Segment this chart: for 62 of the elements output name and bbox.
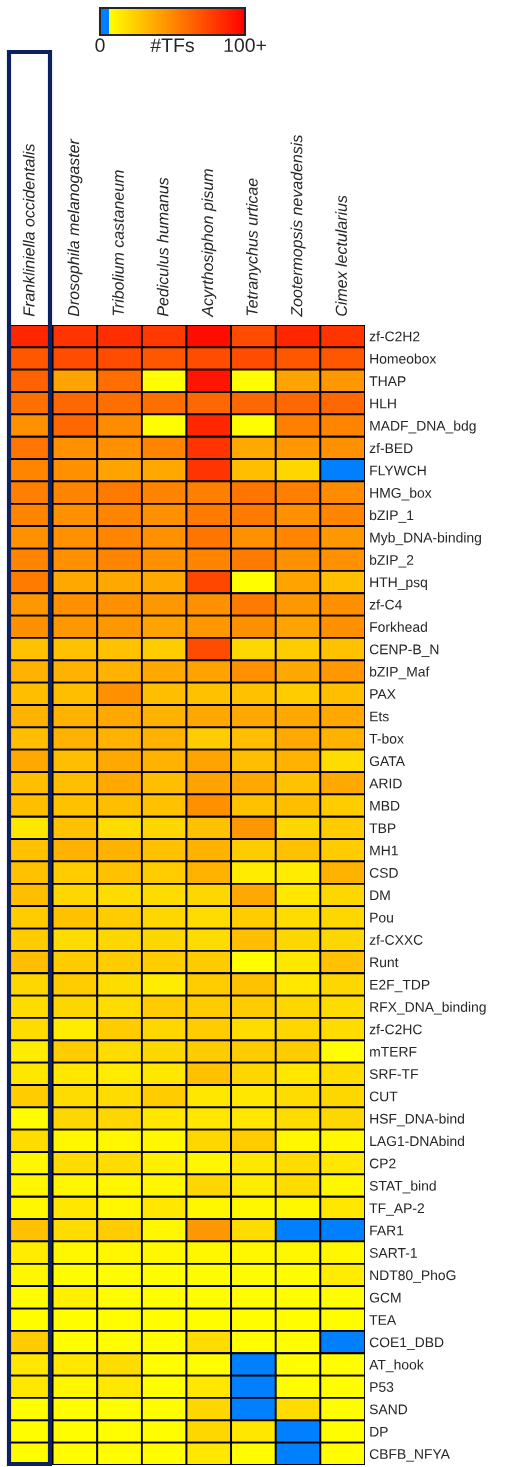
- color-bar-label: 0: [95, 38, 105, 53]
- x-tick-label: Acyrthosiphon pisum: [201, 169, 217, 318]
- y-tick-label: STAT_bind: [369, 1180, 436, 1194]
- color-bar-label: 100+: [224, 38, 266, 53]
- y-tick-label: DP: [370, 1426, 388, 1437]
- y-tick-label: GCM: [369, 1292, 401, 1303]
- y-tick-label: zf-C2H2: [369, 331, 420, 342]
- y-tick-label: bZIP_Maf: [370, 666, 430, 680]
- y-tick-label: Forkhead: [370, 621, 427, 632]
- x-tick-label: Cimex lectularius: [335, 195, 347, 316]
- y-tick-label: Pou: [370, 912, 393, 923]
- color-bar-title: #TFs: [150, 38, 194, 53]
- y-tick-label: MBD: [370, 801, 400, 811]
- x-tick-label: Tetranychus urticae: [245, 178, 261, 316]
- y-tick-label: DM: [370, 890, 390, 901]
- y-tick-label: TBP: [369, 823, 396, 833]
- y-tick-label: HLH: [370, 398, 396, 409]
- y-tick-label: bZIP_1: [370, 509, 414, 523]
- y-tick-label: CENP-B_N: [369, 644, 439, 657]
- y-tick-label: Ets: [370, 711, 389, 722]
- y-tick-label: mTERF: [370, 1046, 417, 1057]
- y-tick-label: zf-C4: [369, 599, 402, 610]
- y-tick-label: zf-CXXC: [369, 934, 423, 945]
- y-tick-label: FLYWCH: [370, 465, 426, 476]
- y-tick-label: T-box: [369, 733, 404, 744]
- y-tick-label: HTH_psq: [370, 577, 427, 590]
- y-tick-label: Homeobox: [370, 353, 437, 364]
- y-tick-label: Myb_DNA-binding: [370, 532, 481, 546]
- x-tick-label: Pediculus humanus: [156, 177, 169, 317]
- y-tick-label: zf-C2HC: [369, 1024, 422, 1035]
- y-tick-label: GATA: [369, 756, 405, 767]
- y-tick-label: SAND: [369, 1404, 408, 1415]
- y-tick-label: NDT80_PhoG: [370, 1269, 456, 1283]
- y-tick-label: CUT: [369, 1091, 398, 1102]
- y-tick-label: TEA: [369, 1315, 397, 1325]
- y-tick-label: LAG1-DNAbind: [370, 1135, 464, 1147]
- y-tick-label: THAP: [369, 376, 406, 386]
- y-tick-label: TF_AP-2: [369, 1203, 425, 1216]
- y-tick-label: MADF_DNA_bdg: [370, 420, 476, 434]
- y-tick-label: E2F_TDP: [370, 979, 430, 993]
- x-tick-label: Drosophila melanogaster: [67, 138, 83, 317]
- x-tick-label: Zootermopsis nevadensis: [290, 135, 306, 317]
- y-tick-label: Runt: [370, 957, 399, 968]
- y-tick-label: zf-BED: [369, 442, 413, 453]
- y-tick-label: HSF_DNA-bind: [370, 1113, 464, 1127]
- y-tick-label: SART-1: [369, 1247, 417, 1258]
- y-tick-label: MH1: [370, 845, 398, 856]
- y-tick-label: bZIP_2: [370, 554, 414, 568]
- y-tick-label: AT_hook: [369, 1359, 424, 1373]
- y-tick-label: PAX: [370, 689, 396, 699]
- y-tick-label: ARID: [369, 778, 402, 789]
- y-tick-label: SRF-TF: [369, 1069, 418, 1079]
- y-tick-label: COE1_DBD: [369, 1337, 444, 1350]
- y-tick-label: CP2: [369, 1158, 396, 1169]
- y-tick-label: CBFB_NFYA: [369, 1449, 450, 1462]
- x-tick-label: Tribolium castaneum: [112, 170, 124, 316]
- y-tick-label: FAR1: [370, 1225, 404, 1236]
- y-tick-label: RFX_DNA_binding: [370, 1001, 486, 1015]
- x-tick-label: Frankliniella occidentalis: [22, 143, 35, 317]
- y-tick-label: P53: [370, 1382, 394, 1392]
- y-tick-label: HMG_box: [370, 487, 432, 501]
- y-tick-label: CSD: [369, 867, 398, 878]
